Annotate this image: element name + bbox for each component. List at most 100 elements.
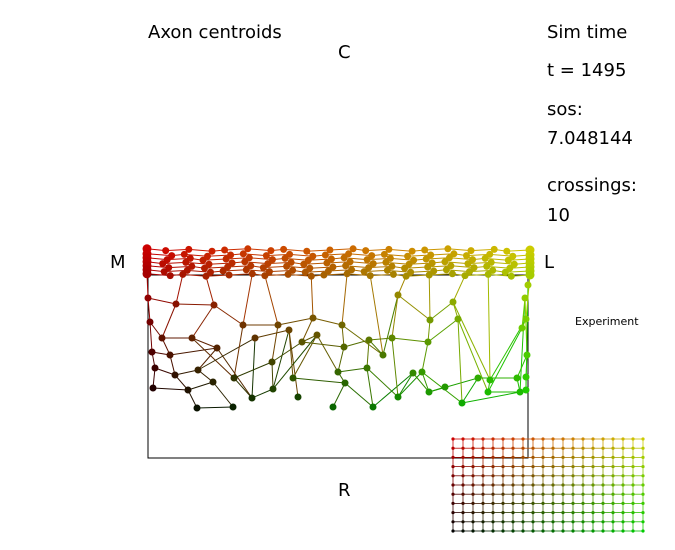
grid-node [621,465,625,469]
centroid-link [254,329,290,339]
centroid-link [337,367,368,373]
centroid-link [384,253,408,257]
centroid-node [454,315,462,323]
grid-node [481,437,485,441]
grid-node [481,529,485,533]
centroid-node [408,247,416,255]
centroid-link [486,265,510,269]
centroid-node [323,259,331,267]
grid-node [551,501,555,505]
centroid-node [449,298,457,306]
grid-node [571,529,575,533]
centroid-node [248,394,256,402]
centroid-node [247,262,255,270]
grid-node [501,492,505,496]
centroid-link [516,354,528,379]
centroid-node [425,388,433,396]
centroid-link [154,367,176,376]
grid-node [591,510,595,515]
centroid-link [243,253,267,257]
grid-node [451,520,455,524]
grid-node [451,446,455,450]
centroid-link [487,327,523,393]
centroid-node [380,250,388,258]
centroid-link [387,269,411,273]
centroid-link [223,269,247,272]
centroid-link [233,377,253,399]
centroid-node [409,369,417,377]
grid-node [561,492,565,496]
grid-node [561,474,565,478]
centroid-node [172,300,180,308]
centroid-node [349,245,357,253]
centroid-link [263,265,287,269]
centroid-link [292,377,346,384]
centroid-node [467,247,475,255]
grid-node [531,492,535,496]
centroid-node [379,351,387,359]
centroid-link [337,346,345,373]
centroid-link [350,261,374,265]
grid-node [611,465,615,469]
centroid-node [522,386,530,394]
grid-node [511,520,515,524]
centroid-link [174,369,199,376]
centroid-node [208,247,216,255]
centroid-node [385,245,393,253]
centroid-node [269,385,277,393]
centroid-link [489,253,513,257]
centroid-link [344,257,368,261]
centroid-link [421,341,429,373]
grid-node [641,465,645,469]
centroid-link [427,265,451,268]
centroid-link [429,301,454,321]
centroid-node [286,250,294,258]
centroid-node [324,267,332,275]
centroid-node [228,259,236,267]
grid-node [481,446,485,450]
grid-node [461,520,465,524]
centroid-link [182,273,207,277]
centroid-link [191,304,215,339]
centroid-node [421,246,429,254]
centroid-link [175,303,215,306]
grid-node [581,501,585,505]
centroid-node [294,393,302,401]
centroid-node [523,351,531,359]
experiment-grid [451,437,645,533]
centroid-node [229,403,237,411]
centroid-node [244,245,252,253]
centroid-link [164,269,188,273]
centroid-link [283,248,307,252]
centroid-link [288,329,294,379]
centroid-link [488,273,512,277]
centroid-node [365,336,373,344]
centroid-node [309,314,317,322]
centroid-link [271,361,274,390]
grid-node [511,455,515,459]
grid-node [541,455,545,459]
centroid-node [441,383,449,391]
grid-node [571,437,575,441]
grid-node [611,501,615,505]
centroid-node [185,245,193,253]
sim-time-value: t = 1495 [547,60,627,81]
centroid-node [221,246,229,254]
grid-node [501,455,505,459]
centroid-node [345,250,353,258]
grid-node [641,510,645,515]
centroid-link [485,257,509,261]
grid-node [491,446,495,450]
grid-node [551,455,555,459]
cortex-boundary [147,274,529,459]
grid-node [621,474,625,478]
grid-node [631,520,635,524]
grid-node [541,483,545,487]
centroid-node [486,376,494,384]
grid-node [571,520,575,524]
grid-node [621,520,625,524]
centroid-link [348,253,372,257]
centroid-node [205,260,213,268]
centroid-node [222,255,230,263]
centroid-link [213,304,244,326]
